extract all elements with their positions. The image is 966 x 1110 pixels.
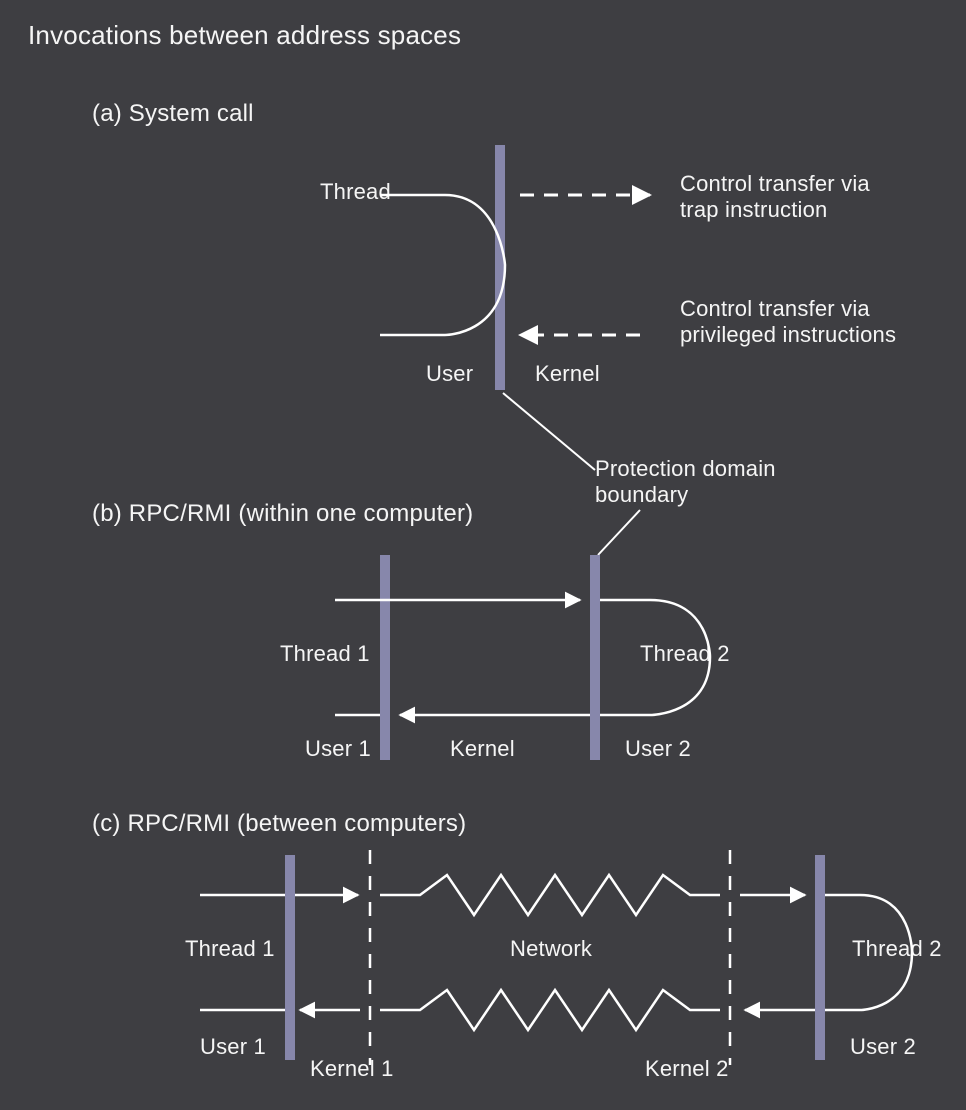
b-boundary-leader bbox=[598, 510, 640, 555]
c-bar2 bbox=[815, 855, 825, 1060]
a-thread-arc bbox=[380, 195, 505, 335]
c-bar1 bbox=[285, 855, 295, 1060]
c-top-zig bbox=[380, 875, 720, 915]
a-boundary-bar bbox=[495, 145, 505, 390]
b-right-arc bbox=[600, 600, 710, 715]
b-bar2 bbox=[590, 555, 600, 760]
diagram-svg bbox=[0, 0, 966, 1110]
c-bot-zig bbox=[380, 990, 720, 1030]
a-boundary-leader bbox=[503, 393, 595, 470]
b-bar1 bbox=[380, 555, 390, 760]
c-right-arc bbox=[825, 895, 912, 1010]
